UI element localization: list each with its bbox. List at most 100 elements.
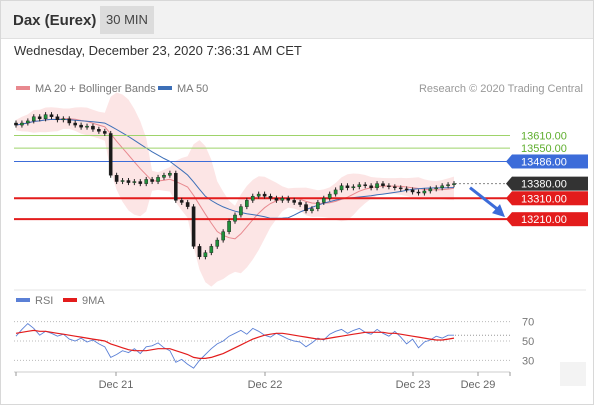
series-9ma xyxy=(15,329,455,359)
header-bar: Dax (Eurex) 30 MIN xyxy=(1,1,593,39)
level-tag-13486.00 xyxy=(512,154,588,169)
candle-body xyxy=(126,180,131,183)
bollinger-band xyxy=(16,92,454,287)
candle-body xyxy=(203,252,208,258)
candle-body xyxy=(280,198,285,201)
candle-body xyxy=(144,179,149,184)
level-tag-arrow-13380.00 xyxy=(506,176,512,191)
candle-body xyxy=(197,246,202,258)
candle-body xyxy=(91,125,95,130)
candle-body xyxy=(215,239,220,247)
candle-body xyxy=(43,114,48,120)
level-tag-arrow-13310.00 xyxy=(506,191,512,206)
candle-body xyxy=(185,202,190,207)
candle-body xyxy=(304,204,308,212)
x-tick-label: Dec 21 xyxy=(99,379,134,391)
candle-body xyxy=(310,208,314,212)
series-rsi xyxy=(15,322,454,369)
level-tag-13380.00 xyxy=(512,176,588,191)
candle-body xyxy=(162,175,166,178)
legend-label-ma20: MA 20 + Bollinger Bands xyxy=(35,83,156,95)
level-tag-arrow-13210.00 xyxy=(506,212,512,227)
candle-body xyxy=(156,177,160,182)
candle-body xyxy=(108,133,113,176)
candle-body xyxy=(316,202,320,209)
candle-body xyxy=(262,193,267,197)
candle-body xyxy=(410,189,415,193)
corner-shade xyxy=(560,362,586,386)
candle-body xyxy=(114,175,119,182)
level-tag-arrow-13486.00 xyxy=(506,154,512,169)
candle-body xyxy=(97,129,101,132)
candle-body xyxy=(345,185,350,189)
x-tick-label: Dec 29 xyxy=(461,379,496,391)
candle-body xyxy=(339,185,344,191)
legend-swatch-rsi xyxy=(16,298,30,302)
candle-body xyxy=(274,198,279,201)
candle-body xyxy=(73,122,77,126)
level-label-13310.00: 13310.00 xyxy=(521,193,567,205)
candle-body xyxy=(387,185,391,187)
candle-body xyxy=(61,118,66,121)
candle-body xyxy=(292,200,296,203)
candle-body xyxy=(393,186,397,189)
rsi-tick-70: 70 xyxy=(522,317,534,329)
candle-body xyxy=(179,200,184,203)
rsi-tick-30: 30 xyxy=(522,355,534,367)
level-tag-13210.00 xyxy=(512,212,588,227)
candle-body xyxy=(20,122,24,126)
candle-body xyxy=(55,116,60,121)
rsi-tick-50: 50 xyxy=(522,336,534,348)
candle-body xyxy=(37,116,42,120)
projection-arrow-shaft xyxy=(469,186,501,213)
level-label-13380.00: 13380.00 xyxy=(521,179,567,191)
candle-body xyxy=(416,191,421,194)
date-line: Wednesday, December 23, 2020 7:36:31 AM … xyxy=(14,43,302,58)
candle-body xyxy=(369,185,373,189)
candle-body xyxy=(138,181,143,184)
candle-body xyxy=(49,114,54,117)
candle-body xyxy=(440,185,444,189)
candle-body xyxy=(268,195,273,199)
candle-body xyxy=(209,246,214,253)
candle-body xyxy=(85,125,89,128)
level-label-13550.00: 13550.00 xyxy=(521,143,567,155)
legend-label-ma50: MA 50 xyxy=(177,83,208,95)
level-label-13486.00: 13486.00 xyxy=(521,156,567,168)
legend-label-9ma: 9MA xyxy=(82,295,105,307)
candle-body xyxy=(351,186,356,189)
candle-body xyxy=(26,120,30,124)
candle-body xyxy=(363,184,368,186)
candle-body xyxy=(321,198,326,203)
candle-body xyxy=(398,187,403,190)
candle-body xyxy=(102,131,107,134)
legend-swatch-ma20 xyxy=(16,86,30,90)
candle-body xyxy=(239,206,243,216)
timeframe-badge[interactable]: 30 MIN xyxy=(100,6,154,34)
ma50-line xyxy=(15,118,455,219)
candle-body xyxy=(381,183,385,186)
candle-body xyxy=(333,189,338,195)
candle-body xyxy=(14,122,18,126)
legend-swatch-ma50 xyxy=(158,86,172,90)
candle-body xyxy=(375,183,379,189)
legend-label-rsi: RSI xyxy=(35,295,53,307)
level-label-13210.00: 13210.00 xyxy=(521,214,567,226)
ma20-line xyxy=(15,118,455,240)
candle-body xyxy=(446,184,450,186)
instrument-title: Dax (Eurex) xyxy=(13,12,97,29)
x-tick-label: Dec 23 xyxy=(396,379,431,391)
candle-body xyxy=(422,190,427,194)
candle-body xyxy=(168,172,172,176)
candle-body xyxy=(120,180,125,182)
candle-body xyxy=(245,200,249,207)
candle-body xyxy=(428,188,433,192)
candle-body xyxy=(452,183,456,185)
candle-body xyxy=(250,195,255,201)
candle-body xyxy=(256,193,261,197)
level-label-13610.00: 13610.00 xyxy=(521,131,567,143)
candle-body xyxy=(233,214,237,222)
candle-body xyxy=(298,202,302,205)
candle-body xyxy=(221,231,225,241)
